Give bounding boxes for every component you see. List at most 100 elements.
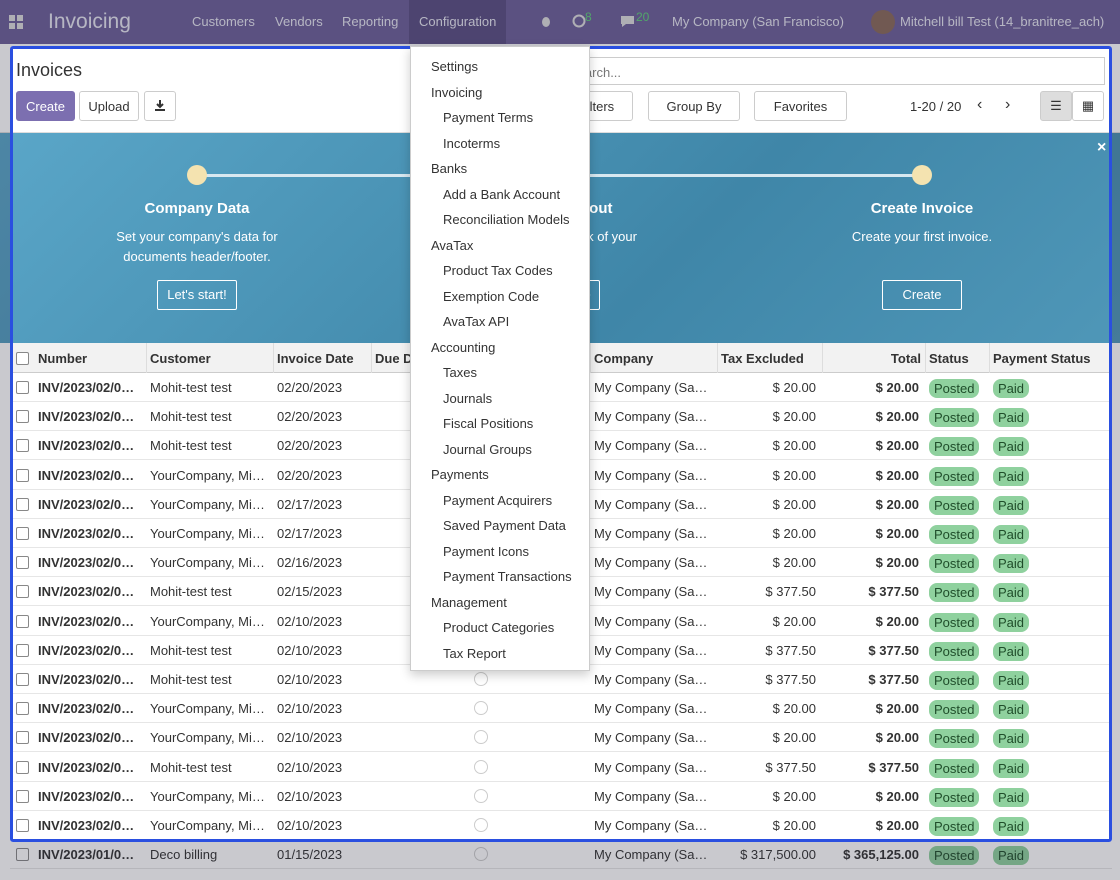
row-checkbox[interactable] (16, 819, 29, 832)
status: Posted (929, 583, 980, 603)
user-menu[interactable]: Mitchell bill Test (14_branitree_ach) (900, 14, 1105, 29)
menu-section[interactable]: Payments (431, 467, 489, 482)
kanban-view[interactable]: ▦ (1072, 91, 1104, 121)
menu-section[interactable]: Management (431, 594, 507, 610)
pager-prev[interactable]: ‹ (977, 96, 983, 113)
row-checkbox[interactable] (16, 439, 29, 453)
list-view[interactable]: ☰ (1040, 91, 1072, 121)
menu-item[interactable]: Settings (431, 59, 478, 74)
total: $ 20.00 (875, 438, 919, 454)
menu-item[interactable]: Journal Groups (443, 441, 532, 457)
invoice-number: INV/2023/02/0014 (38, 438, 140, 454)
payment-badge: Paid (993, 641, 1030, 661)
step-button[interactable]: Create (882, 280, 962, 310)
tax-excluded: $ 20.00 (772, 380, 816, 395)
chat-icon[interactable] (620, 15, 635, 28)
company: My Company (San Francisco) (594, 613, 711, 629)
apps-icon[interactable] (9, 15, 23, 29)
download-button[interactable] (144, 91, 176, 121)
row-checkbox[interactable] (16, 527, 29, 540)
table-row[interactable] (10, 694, 1112, 724)
row-checkbox[interactable] (16, 702, 29, 716)
row-checkbox[interactable] (16, 556, 29, 570)
menu-item[interactable]: Reporting (342, 14, 399, 29)
menu-item[interactable]: Incoterms (443, 135, 501, 151)
menu-section[interactable]: AvaTax (431, 237, 474, 253)
create-button[interactable]: Create (16, 91, 75, 121)
menu-section[interactable]: Banks (431, 161, 468, 176)
column-header[interactable]: Number (38, 351, 88, 366)
menu-section[interactable]: Accounting (431, 339, 496, 355)
menu-item[interactable]: AvaTax API (443, 314, 510, 329)
menu-item[interactable]: Tax Report (443, 645, 506, 661)
row-checkbox[interactable] (16, 497, 29, 511)
table-row[interactable] (10, 665, 1112, 694)
menu-item[interactable]: Customers (192, 14, 255, 29)
pager-next[interactable]: › (1005, 96, 1011, 113)
table-row[interactable] (10, 723, 1112, 753)
row-checkbox[interactable] (16, 468, 29, 482)
menu-item[interactable]: Reconciliation Models (443, 212, 570, 227)
upload-button[interactable]: Upload (79, 91, 139, 121)
activity-icon[interactable] (572, 14, 586, 28)
close-banner[interactable]: × (1097, 139, 1107, 156)
row-checkbox[interactable] (16, 381, 29, 394)
company-switcher[interactable]: My Company (San Francisco) (672, 14, 844, 29)
menu-item[interactable]: Vendors (275, 14, 323, 29)
column-divider (590, 343, 591, 373)
menu-section[interactable]: Invoicing (431, 84, 483, 100)
column-header[interactable]: Customer (150, 351, 211, 366)
favorites-button[interactable]: Favorites (754, 91, 847, 121)
menu-item[interactable]: Payment Icons (443, 543, 529, 559)
menu-item[interactable]: Product Tax Codes (443, 263, 553, 278)
menu-item[interactable]: Payment Acquirers (443, 492, 553, 508)
group-by-button[interactable]: Group By (648, 91, 740, 121)
row-checkbox[interactable] (16, 410, 29, 424)
menu-item[interactable]: Taxes (443, 365, 477, 380)
row-checkbox[interactable] (16, 643, 29, 657)
menu-item[interactable]: Add a Bank Account (443, 186, 561, 202)
step-button[interactable]: Let's start! (157, 280, 237, 310)
payment-status: Paid (993, 671, 1030, 690)
column-header[interactable]: Total (890, 351, 921, 366)
activity-icon (474, 788, 488, 803)
invoice-date: 02/10/2023 (277, 613, 343, 629)
activity-icon (474, 847, 488, 862)
status: Posted (929, 554, 980, 574)
row-checkbox[interactable] (16, 848, 29, 862)
column-header[interactable]: Status (929, 351, 969, 366)
menu-item[interactable]: Payment Transactions (443, 569, 572, 584)
menu-item[interactable]: Fiscal Positions (443, 416, 534, 431)
row-checkbox[interactable] (16, 614, 29, 628)
status: Posted (929, 700, 980, 720)
status-badge: Posted (929, 817, 980, 836)
row-checkbox[interactable] (16, 673, 29, 686)
table-row[interactable] (10, 840, 1112, 870)
invoice-date: 02/17/2023 (277, 526, 343, 541)
row-checkbox[interactable] (16, 760, 29, 774)
menu-item[interactable]: Journals (443, 390, 493, 406)
search-box[interactable]: Search... (560, 57, 1105, 85)
row-checkbox[interactable] (16, 789, 29, 803)
menu-item[interactable]: Saved Payment Data (443, 518, 566, 533)
invoice-number: INV/2023/02/0009 (38, 584, 140, 600)
column-header[interactable]: Invoice Date (277, 351, 354, 366)
bug-icon[interactable] (540, 15, 552, 28)
table-row[interactable] (10, 753, 1112, 782)
invoice-number: INV/2023/02/0001 (38, 818, 140, 833)
avatar[interactable] (871, 10, 895, 34)
select-all[interactable] (16, 352, 29, 365)
invoice-date: 02/20/2023 (277, 380, 343, 395)
column-header[interactable]: Tax Excluded (721, 351, 804, 366)
tax-excluded: $ 20.00 (772, 467, 816, 483)
menu-item[interactable]: Payment Terms (443, 110, 534, 125)
tax-excluded: $ 20.00 (772, 438, 816, 454)
row-checkbox[interactable] (16, 731, 29, 745)
menu-item[interactable]: Configuration (419, 14, 497, 29)
row-checkbox[interactable] (16, 585, 29, 599)
menu-item[interactable]: Product Categories (443, 620, 555, 635)
column-header[interactable]: Payment Status (993, 351, 1091, 366)
menu-item[interactable]: Exemption Code (443, 288, 540, 304)
table-row[interactable] (10, 782, 1112, 811)
column-header[interactable]: Company (594, 351, 654, 366)
